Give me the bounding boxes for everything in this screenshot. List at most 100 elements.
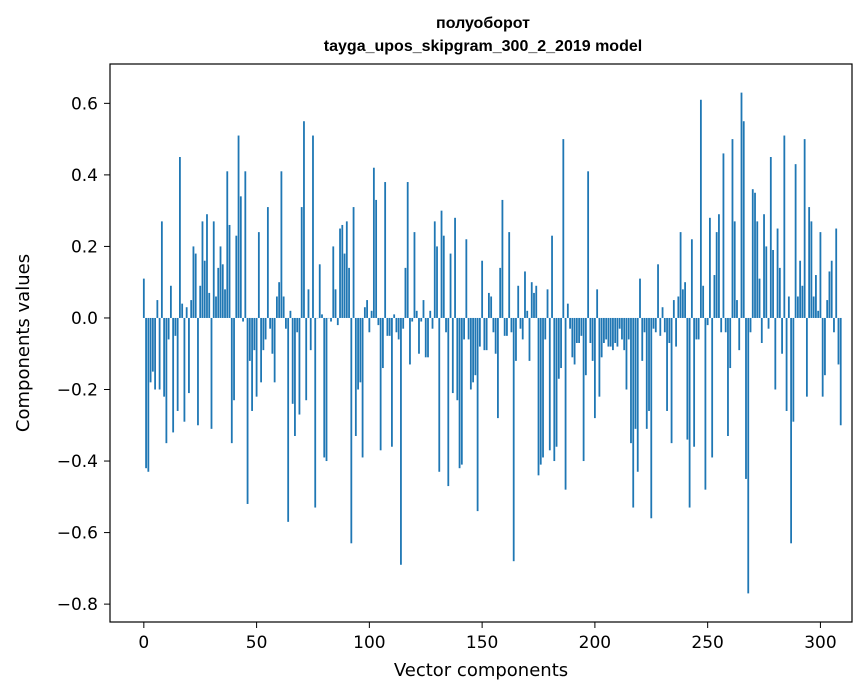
- bar-164: [512, 317, 515, 562]
- bar-121: [415, 310, 418, 318]
- bar-55: [266, 207, 269, 318]
- bar-270: [751, 189, 754, 318]
- bar-175: [537, 317, 540, 476]
- bar-290: [796, 296, 799, 318]
- bar-88: [341, 224, 344, 318]
- bar-61: [280, 171, 283, 318]
- bar-279: [772, 250, 774, 318]
- bar-39: [230, 317, 233, 444]
- bar-232: [666, 317, 668, 411]
- bar-304: [828, 271, 831, 318]
- bar-127: [429, 310, 432, 318]
- bar-228: [657, 264, 659, 318]
- bar-212: [621, 317, 623, 340]
- bar-207: [609, 317, 612, 347]
- bar-72: [305, 317, 308, 401]
- bar-205: [605, 317, 608, 340]
- bar-245: [695, 317, 698, 340]
- bar-100: [368, 317, 371, 333]
- bar-92: [350, 317, 353, 544]
- bar-59: [275, 296, 278, 318]
- bar-166: [517, 285, 520, 318]
- bar-17: [181, 303, 184, 318]
- bar-11: [167, 317, 170, 340]
- bar-234: [670, 317, 673, 444]
- bar-37: [226, 171, 229, 318]
- bar-134: [445, 317, 447, 333]
- bar-203: [600, 317, 603, 358]
- bar-42: [237, 135, 240, 318]
- bar-22: [192, 246, 195, 318]
- bar-196: [584, 317, 587, 376]
- bar-24: [197, 317, 199, 426]
- bar-9: [163, 317, 166, 397]
- bar-130: [436, 246, 438, 318]
- bar-309: [839, 317, 842, 426]
- bar-192: [575, 317, 578, 343]
- bar-157: [497, 317, 499, 419]
- bar-235: [672, 300, 675, 318]
- bar-275: [763, 214, 765, 318]
- x-tick-label: 300: [804, 633, 836, 653]
- bar-48: [251, 317, 253, 411]
- bar-281: [776, 228, 779, 318]
- bar-84: [332, 246, 335, 318]
- bar-172: [530, 282, 533, 318]
- bar-308: [837, 317, 840, 365]
- bar-102: [372, 167, 375, 318]
- bar-214: [625, 317, 628, 390]
- bar-305: [830, 260, 833, 318]
- bar-148: [476, 317, 479, 512]
- bar-93: [352, 207, 355, 318]
- bar-236: [675, 317, 677, 347]
- bar-35: [221, 264, 224, 318]
- bar-258: [724, 317, 727, 333]
- bar-257: [722, 153, 725, 318]
- bar-182: [553, 317, 556, 462]
- bar-96: [359, 317, 362, 383]
- x-tick-label: 0: [138, 633, 149, 653]
- bar-264: [738, 317, 741, 351]
- y-tick-label: 0.6: [71, 94, 98, 114]
- bar-285: [785, 317, 788, 411]
- bar-188: [566, 303, 569, 318]
- bar-159: [501, 199, 504, 318]
- bar-296: [810, 221, 813, 318]
- bar-303: [826, 300, 829, 318]
- bar-62: [282, 296, 285, 318]
- bar-250: [706, 317, 709, 326]
- bar-36: [224, 289, 226, 318]
- bar-307: [835, 228, 838, 318]
- x-tick-label: 200: [579, 633, 611, 653]
- bar-218: [634, 317, 637, 429]
- y-tick-label: 0.2: [71, 237, 98, 257]
- bar-242: [688, 317, 691, 508]
- bar-118: [409, 317, 411, 365]
- bar-43: [239, 196, 242, 318]
- bar-111: [393, 314, 396, 318]
- bar-136: [449, 253, 452, 318]
- bar-225: [650, 317, 653, 519]
- bar-147: [474, 317, 477, 376]
- bar-274: [760, 317, 763, 343]
- bar-291: [799, 260, 802, 318]
- bar-56: [269, 317, 272, 329]
- bar-249: [704, 317, 707, 490]
- bar-193: [578, 317, 580, 343]
- bar-74: [309, 317, 312, 351]
- bar-206: [607, 317, 610, 347]
- bar-67: [294, 317, 296, 436]
- bar-180: [548, 317, 551, 451]
- x-tick-label: 250: [691, 633, 723, 653]
- bar-20: [188, 317, 190, 394]
- bar-233: [668, 317, 671, 343]
- bar-283: [781, 317, 783, 354]
- bar-34: [219, 246, 222, 318]
- bar-76: [314, 317, 317, 508]
- bar-3: [149, 317, 152, 383]
- bar-69: [298, 317, 301, 415]
- bar-65: [289, 310, 292, 318]
- bar-222: [643, 317, 646, 333]
- bar-49: [253, 317, 256, 351]
- bar-31: [212, 221, 215, 318]
